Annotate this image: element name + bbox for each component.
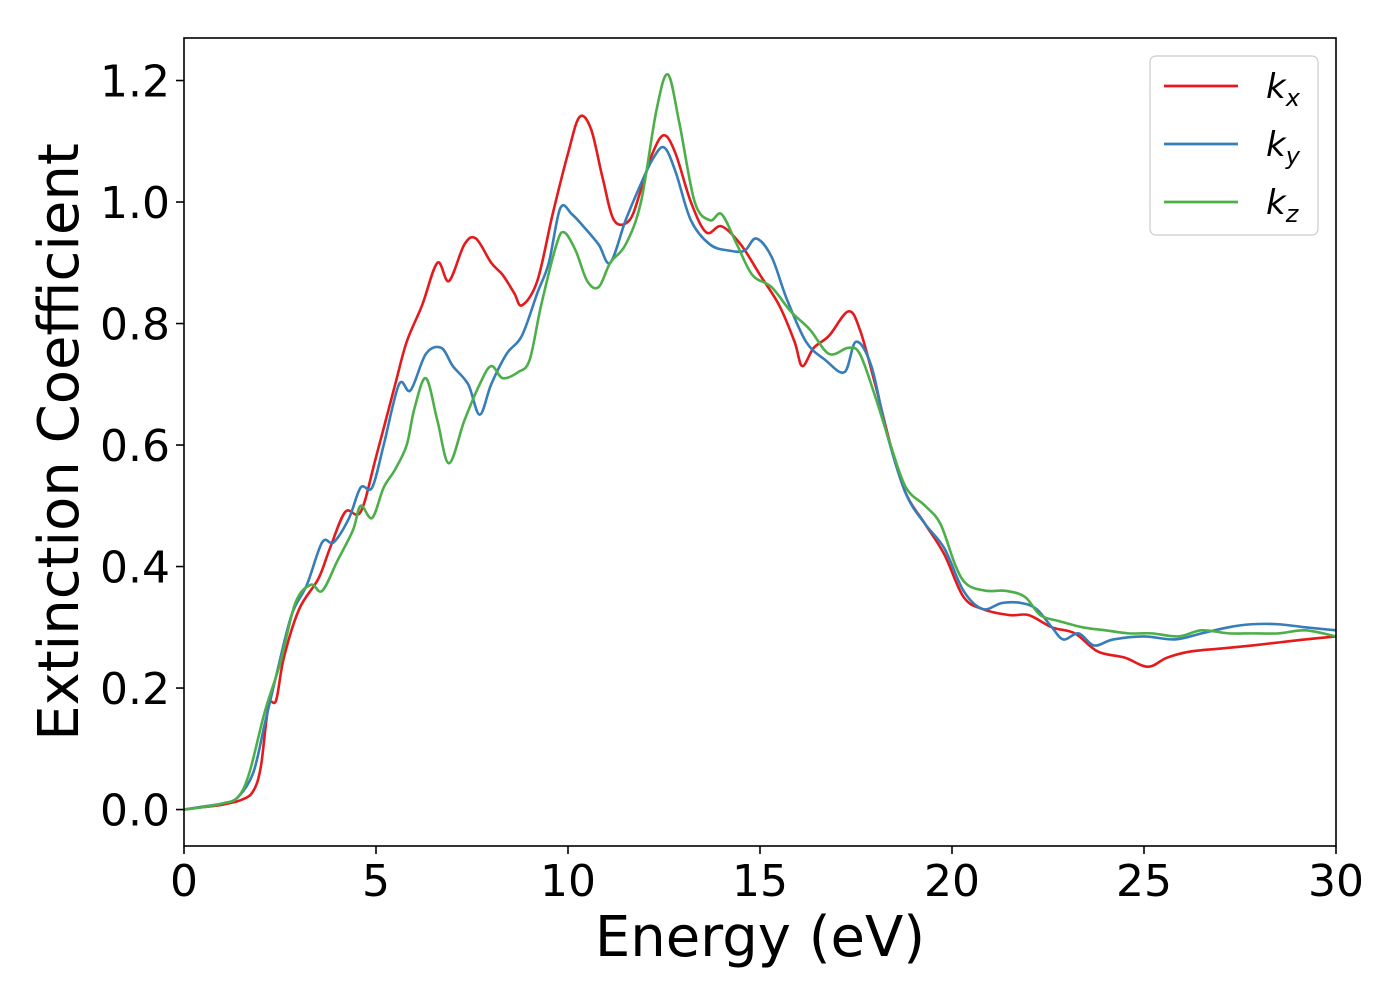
plot-background bbox=[184, 38, 1336, 846]
y-tick-label: 0.2 bbox=[100, 664, 170, 715]
legend-label-main: k bbox=[1266, 125, 1287, 165]
y-axis-ticks: 0.0 0.2 0.4 0.6 0.8 1.0 1.2 bbox=[100, 57, 184, 837]
x-tick-label: 15 bbox=[732, 856, 788, 907]
x-tick-label: 10 bbox=[540, 856, 596, 907]
y-tick-label: 1.2 bbox=[100, 57, 170, 108]
series-line-ky bbox=[184, 145, 1336, 811]
x-axis-ticks: 0 5 10 15 20 25 30 bbox=[170, 846, 1364, 907]
x-tick-label: 0 bbox=[170, 856, 198, 907]
legend-box bbox=[1149, 55, 1319, 236]
x-tick-label: 5 bbox=[362, 856, 390, 907]
legend-label-kz: kz bbox=[1266, 183, 1300, 228]
legend-label-ky: ky bbox=[1266, 125, 1301, 170]
y-tick-label: 1.0 bbox=[100, 178, 170, 229]
series-layer bbox=[184, 73, 1336, 811]
x-axis-label: Energy (eV) bbox=[595, 905, 925, 970]
series-line-kx bbox=[184, 114, 1336, 811]
legend-label-sub: z bbox=[1285, 200, 1300, 228]
legend-label-sub: x bbox=[1285, 84, 1301, 112]
legend-label-kx: kx bbox=[1266, 67, 1301, 112]
legend-label-sub: y bbox=[1285, 142, 1301, 170]
legend-label-main: k bbox=[1266, 183, 1287, 223]
y-tick-label: 0.4 bbox=[100, 543, 170, 594]
y-axis-label: Extinction Coefficient bbox=[27, 143, 92, 741]
series-line-kz bbox=[184, 73, 1336, 811]
x-tick-label: 30 bbox=[1308, 856, 1364, 907]
x-tick-label: 20 bbox=[924, 856, 980, 907]
legend-label-main: k bbox=[1266, 67, 1287, 107]
x-tick-label: 25 bbox=[1116, 856, 1172, 907]
y-tick-label: 0.8 bbox=[100, 300, 170, 351]
y-tick-label: 0.6 bbox=[100, 421, 170, 472]
y-tick-label: 0.0 bbox=[100, 786, 170, 837]
